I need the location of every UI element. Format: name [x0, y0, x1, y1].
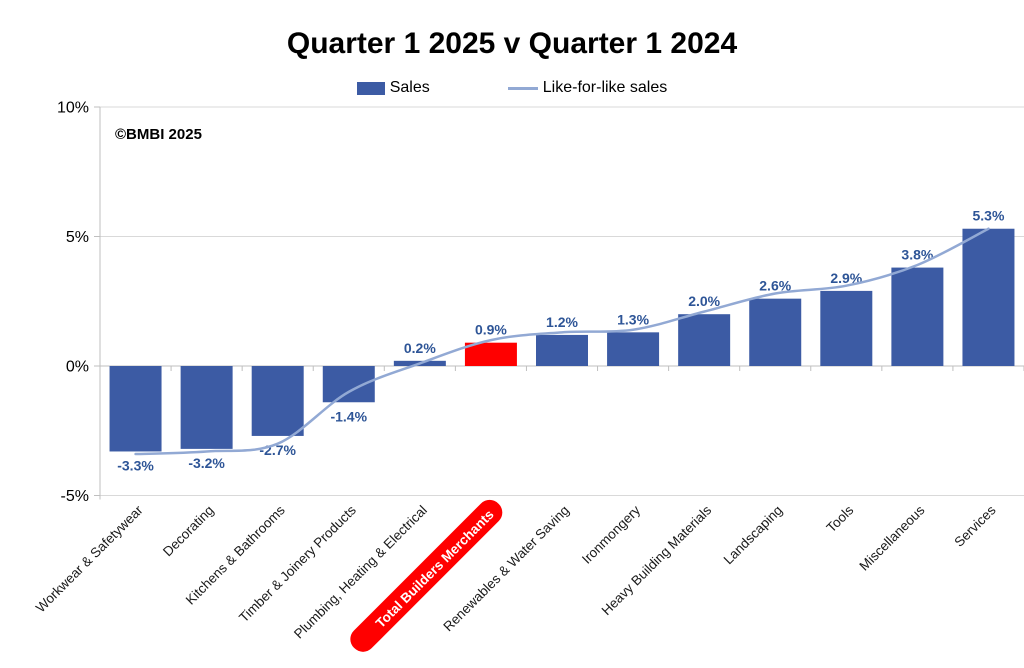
bar-value-label-1: -3.2% [188, 455, 225, 471]
category-label-7: Ironmongery [579, 502, 643, 566]
bar-value-label-10: 2.9% [830, 270, 862, 286]
bar-value-label-11: 3.8% [901, 247, 933, 263]
chart-title: Quarter 1 2025 v Quarter 1 2024 [286, 27, 738, 60]
legend-item-sales: Sales [356, 79, 430, 97]
category-label-12: Services [951, 502, 998, 549]
bar-11 [891, 267, 944, 366]
bar-value-label-5: 0.9% [475, 322, 507, 338]
bar-2 [251, 366, 304, 436]
category-label-9: Landscaping [721, 503, 786, 568]
bar-0 [109, 366, 162, 452]
category-label-10: Tools [824, 502, 857, 535]
bar-7 [607, 332, 660, 366]
bar-12 [962, 228, 1015, 366]
bar-8 [678, 314, 731, 366]
bar-value-label-6: 1.2% [546, 314, 578, 330]
highlight-category-badge: Total Builders Merchants [350, 499, 503, 652]
chart-legend: Sales Like-for-like sales [0, 79, 1024, 97]
category-label-0: Workwear & Safetywear [33, 502, 146, 615]
bar-6 [536, 334, 588, 366]
bar-value-label-12: 5.3% [973, 208, 1005, 224]
category-label-3: Timber & Joinery Products [236, 502, 359, 625]
sales-legend-swatch-icon [356, 81, 385, 95]
bar-5 [464, 342, 517, 366]
legend-item-like-for-like: Like-for-like sales [507, 79, 668, 97]
y-axis-tick-label: -5% [61, 488, 89, 505]
category-label-11: Miscellaneous [856, 502, 927, 573]
sales-legend-label: Sales [389, 79, 430, 96]
y-axis-tick-label: 0% [66, 359, 89, 376]
bar-value-label-7: 1.3% [617, 311, 649, 327]
bar-value-label-8: 2.0% [688, 293, 720, 309]
bar-value-label-9: 2.6% [759, 278, 791, 294]
category-label-6: Renewables & Water Saving [440, 503, 572, 635]
y-axis-tick-label: 5% [66, 229, 89, 246]
category-label-highlight: Total Builders Merchants [373, 507, 497, 631]
bar-value-label-4: 0.2% [404, 340, 436, 356]
highlight-badge-background [350, 499, 503, 652]
bar-1 [180, 366, 233, 449]
y-axis-tick-label: 10% [57, 100, 89, 117]
like-for-like-legend-label: Like-for-like sales [542, 79, 668, 96]
bar-value-label-0: -3.3% [117, 457, 154, 473]
like-for-like-legend-swatch-icon [507, 86, 538, 90]
category-label-4: Plumbing, Heating & Electrical [291, 503, 430, 642]
copyright-watermark: ©BMBI 2025 [115, 126, 202, 143]
bar-10 [820, 290, 873, 366]
bar-9 [749, 298, 802, 366]
bar-value-label-3: -1.4% [330, 408, 367, 424]
category-label-1: Decorating [160, 503, 217, 560]
like-for-like-line [134, 227, 990, 456]
